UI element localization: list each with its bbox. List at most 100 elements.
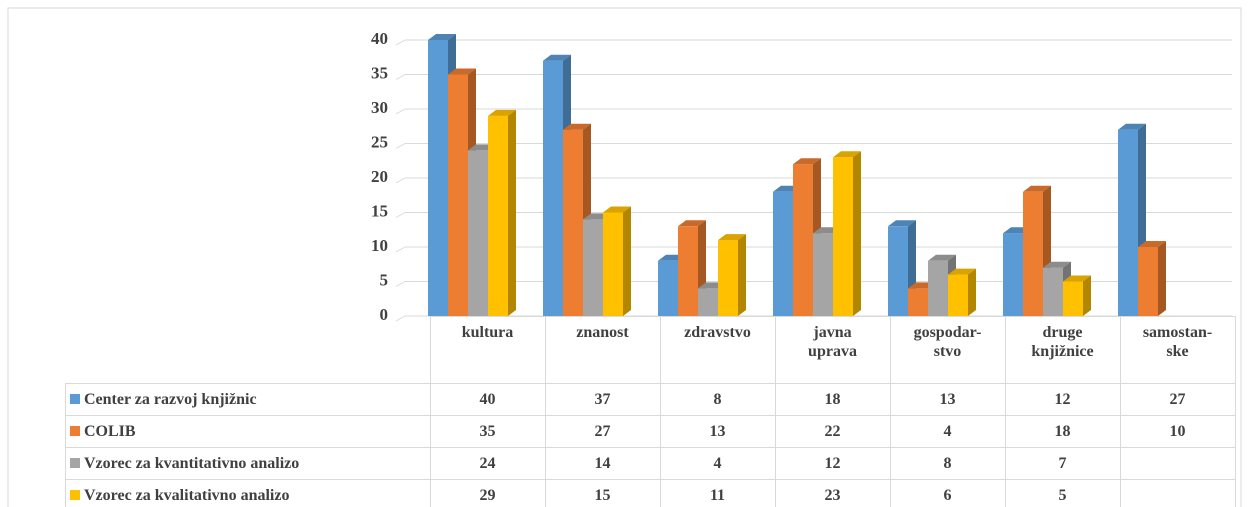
bar-front bbox=[678, 226, 698, 316]
legend-label: Center za razvoj knjižnic bbox=[84, 391, 257, 408]
bar-front bbox=[448, 74, 468, 316]
table-cell: 6 bbox=[889, 479, 1006, 507]
bar-front bbox=[603, 212, 623, 316]
bar-front bbox=[833, 157, 853, 316]
y-tick-label: 15 bbox=[371, 201, 388, 220]
bar-front bbox=[1118, 129, 1138, 316]
table-cell: 35 bbox=[429, 415, 546, 448]
bar-top bbox=[603, 206, 631, 213]
grid-line bbox=[395, 143, 406, 149]
bar-side bbox=[1083, 275, 1091, 316]
table-cell: 7 bbox=[1004, 447, 1121, 480]
bar-top bbox=[1118, 123, 1146, 130]
bar-front bbox=[793, 164, 813, 316]
y-tick-label: 5 bbox=[380, 270, 389, 289]
bar-front bbox=[698, 288, 718, 316]
bar-top bbox=[1043, 261, 1071, 268]
table-cell: 18 bbox=[1004, 415, 1121, 448]
bar bbox=[603, 206, 631, 316]
y-tick-label: 30 bbox=[371, 98, 388, 117]
legend-swatch bbox=[70, 426, 80, 436]
bar-top bbox=[948, 268, 976, 275]
legend-swatch bbox=[70, 458, 80, 468]
y-tick-label: 40 bbox=[371, 29, 388, 48]
bar-top bbox=[488, 109, 516, 116]
bar bbox=[488, 109, 516, 317]
table-cell: 13 bbox=[659, 415, 776, 448]
bar-top bbox=[793, 158, 821, 165]
frame bbox=[7, 7, 1242, 507]
grid-line bbox=[395, 315, 406, 322]
bar-top bbox=[718, 234, 746, 241]
table-cell: Center za razvoj knjižnic bbox=[65, 383, 431, 416]
bar-top bbox=[1063, 275, 1091, 282]
table-cell: druge knjižnice bbox=[1004, 316, 1121, 384]
series-row: Vzorec za kvantitativno analizo 24 14 4 12 8 7 bbox=[65, 447, 1236, 480]
bar-front bbox=[428, 40, 448, 316]
bar bbox=[1138, 241, 1166, 316]
table-cell: Vzorec za kvantitativno analizo bbox=[65, 447, 431, 480]
table-cell bbox=[1119, 447, 1236, 480]
grid-line bbox=[395, 212, 406, 218]
table-cell: 22 bbox=[774, 415, 891, 448]
bar bbox=[1063, 275, 1091, 316]
bar-front bbox=[773, 191, 793, 316]
table-cell: 10 bbox=[1119, 415, 1236, 448]
table-cell: 27 bbox=[544, 415, 661, 448]
bar-front bbox=[948, 274, 968, 316]
table-cell: znanost bbox=[544, 316, 661, 384]
table-cell: kultura bbox=[429, 316, 546, 384]
header-row: kultura znanost zdravstvo javna uprava gospo… bbox=[66, 316, 1236, 384]
bar-front bbox=[908, 288, 928, 316]
grid-line bbox=[395, 74, 406, 80]
table-cell: 4 bbox=[889, 415, 1006, 448]
grid-line bbox=[395, 246, 406, 253]
legend-swatch bbox=[70, 394, 80, 404]
grid-line bbox=[395, 281, 406, 287]
bar-front bbox=[1043, 267, 1063, 316]
table-cell: Vzorec za kvalitativno analizo bbox=[65, 479, 431, 507]
table-cell: 12 bbox=[774, 447, 891, 480]
table-cell: zdravstvo bbox=[659, 316, 776, 384]
bar-side bbox=[508, 109, 516, 317]
y-tick-label: 20 bbox=[371, 167, 388, 186]
legend-label: Vzorec za kvalitativno analizo bbox=[84, 487, 290, 504]
bar-side bbox=[623, 206, 631, 316]
table-cell: 27 bbox=[1119, 383, 1236, 416]
table-cell: 8 bbox=[659, 383, 776, 416]
series-row: Center za razvoj knjižnic 40 37 8 18 13 12 27 bbox=[65, 383, 1236, 416]
bar-front bbox=[928, 260, 948, 316]
series-row: COLIB 35 27 13 22 4 18 10 bbox=[65, 415, 1236, 448]
table-cell: 11 bbox=[659, 479, 776, 507]
table-cell: 5 bbox=[1004, 479, 1121, 507]
bar-top bbox=[448, 68, 476, 75]
bar-top bbox=[1138, 241, 1166, 247]
bar-front bbox=[488, 115, 508, 317]
bar-front bbox=[543, 60, 563, 317]
bar-front bbox=[888, 226, 908, 316]
bar-front bbox=[658, 260, 678, 316]
table-cell: 8 bbox=[889, 447, 1006, 480]
table-cell: 14 bbox=[544, 447, 661, 480]
data-table: kultura znanost zdravstvo javna uprava gospo… bbox=[65, 316, 1236, 507]
table-cell: 18 bbox=[774, 383, 891, 416]
grid-line bbox=[395, 39, 406, 46]
grid-line bbox=[395, 177, 406, 184]
bar bbox=[948, 268, 976, 316]
bar-front bbox=[1003, 233, 1023, 316]
bar-front bbox=[1138, 247, 1158, 316]
legend-label: Vzorec za kvantitativno analizo bbox=[84, 455, 300, 472]
y-tick-label: 25 bbox=[371, 132, 388, 151]
table-cell: 13 bbox=[889, 383, 1006, 416]
table-cell: javna uprava bbox=[774, 316, 891, 384]
bar-front bbox=[718, 240, 738, 316]
bar-front bbox=[1023, 191, 1043, 316]
bar-top bbox=[1023, 185, 1051, 192]
table-cell: 23 bbox=[774, 479, 891, 507]
bar-top bbox=[928, 254, 956, 261]
bar-top bbox=[833, 151, 861, 158]
table-cell bbox=[1119, 479, 1236, 507]
bar-front bbox=[468, 150, 488, 316]
legend-label: COLIB bbox=[84, 423, 136, 440]
